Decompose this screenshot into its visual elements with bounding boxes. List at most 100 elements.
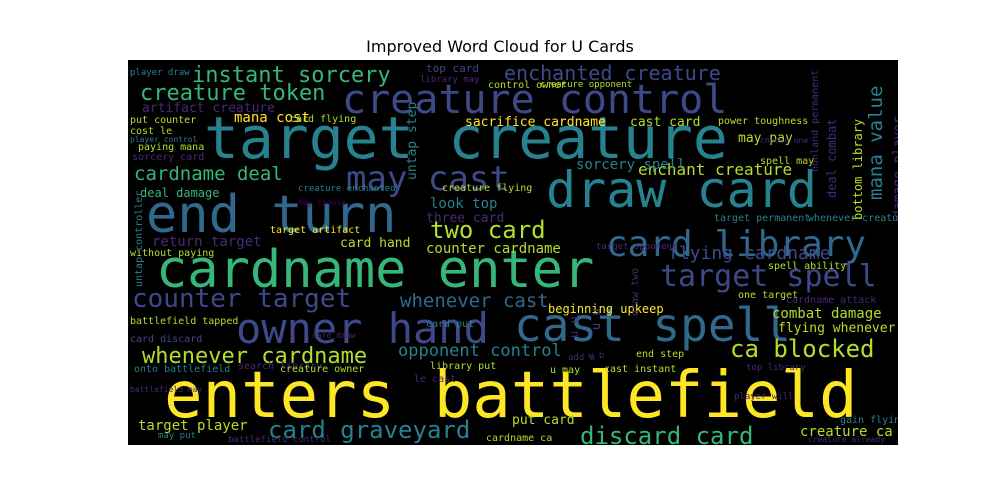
word-return-target: return target bbox=[152, 234, 262, 250]
word-enchanted-creature: enchanted creature bbox=[504, 61, 721, 85]
word-cast-card: cast card bbox=[630, 115, 700, 130]
word-creature-enchanted: creature enchanted bbox=[298, 184, 396, 194]
word-target-permanent: target permanent bbox=[714, 213, 810, 224]
word-sacrifice-cardname: sacrifice cardname bbox=[465, 115, 606, 130]
word-creature-opponent: creature opponent bbox=[540, 80, 632, 90]
word-cloud-canvas: enters battlefield cardname enter target c… bbox=[130, 61, 898, 445]
word-target-spell: target spell bbox=[660, 259, 877, 294]
word-target-creature: target creature bbox=[204, 104, 728, 172]
word-may-pay: may pay bbox=[738, 131, 793, 146]
word-spell-may: spell may bbox=[760, 156, 814, 167]
word-counter-target: counter target bbox=[132, 284, 351, 314]
word-draw-card: draw card bbox=[546, 161, 817, 219]
word-cardname-enter: cardname enter bbox=[156, 240, 594, 300]
word-target-player: target player bbox=[138, 418, 248, 434]
word-deal-damage: deal damage bbox=[140, 186, 219, 200]
chart-title: Improved Word Cloud for U Cards bbox=[366, 37, 634, 56]
word-player-draw: player draw bbox=[130, 68, 190, 78]
word-bottom-library: bottom library bbox=[851, 119, 865, 220]
word-without-paying: without paying bbox=[130, 248, 214, 259]
word-untap-controller: untap controller bbox=[134, 191, 145, 287]
word-paying-mana: paying mana bbox=[138, 142, 204, 153]
word-enchant-creature: enchant creature bbox=[638, 160, 792, 179]
word-choose-one: choose one bbox=[760, 136, 808, 145]
word-u-u: u u bbox=[567, 316, 581, 338]
word-put-counter: put counter bbox=[130, 115, 196, 126]
word-player-will: player will bbox=[734, 392, 794, 402]
word-creature-token: creature token bbox=[140, 81, 325, 106]
word-instant-sorcery: instant sorcery bbox=[192, 63, 391, 88]
word-damage-player: damage player bbox=[891, 116, 898, 218]
word-may-put: may put bbox=[158, 431, 196, 441]
word-card-library: card library bbox=[606, 224, 866, 265]
word-card-put: card put bbox=[426, 319, 474, 330]
word-two-card: two card bbox=[430, 216, 546, 244]
word-u-u: u u bbox=[589, 308, 603, 330]
word-cloud: enters battlefield cardname enter target c… bbox=[128, 60, 898, 445]
word-may-choose: may choose bbox=[298, 198, 346, 207]
word-creature-ca: creature ca bbox=[800, 424, 893, 440]
word-u-may: u may bbox=[550, 365, 580, 376]
word-discard-card: discard card bbox=[580, 422, 753, 445]
word-deal-combat: deal combat bbox=[825, 119, 839, 198]
word-cardname-deal: cardname deal bbox=[134, 163, 283, 185]
word-target-artifact: target artifact bbox=[270, 225, 360, 236]
word-untap-step: untap step bbox=[405, 102, 420, 180]
word-le-cast: le cast bbox=[414, 374, 456, 385]
word-control-owner: control owner bbox=[488, 80, 566, 91]
word-whenever-cardname: whenever cardname bbox=[142, 344, 367, 369]
word-creature-owner: creature owner bbox=[280, 364, 364, 375]
word-card-draw: card draw bbox=[312, 331, 356, 340]
word-mana-value: mana value bbox=[865, 86, 887, 200]
word-put-card: put card bbox=[512, 413, 575, 428]
word-u-b: u b bbox=[588, 351, 604, 361]
word-opponent-control: opponent control bbox=[398, 341, 562, 361]
word-creature-control: creature control bbox=[342, 77, 727, 123]
word-one-target: one target bbox=[738, 290, 798, 301]
word-end-step: end step bbox=[636, 349, 684, 360]
word-cost-le: cost le bbox=[130, 126, 172, 137]
word-three-card: three card bbox=[426, 211, 504, 226]
word-combat-damage: combat damage bbox=[772, 306, 882, 322]
word-counter-cardname: counter cardname bbox=[426, 241, 561, 257]
word-player-control: player control bbox=[130, 135, 198, 144]
word-top-card: top card bbox=[426, 62, 479, 75]
word-library-put: library put bbox=[430, 361, 496, 372]
word-gain-flying: gain flying bbox=[840, 415, 898, 426]
word-card-hand: card hand bbox=[340, 236, 410, 251]
word-card-discard: card discard bbox=[130, 334, 202, 345]
word-cardname-attack: cardname attack bbox=[786, 295, 876, 306]
word-look-top: look top bbox=[430, 196, 497, 212]
word-nonland-permanent: nonland permanent bbox=[810, 70, 821, 172]
word-mana-cost: mana cost bbox=[234, 110, 310, 126]
word-card-flying: card flying bbox=[290, 114, 356, 125]
word-cast-spell: cast spell bbox=[514, 298, 791, 352]
word-artifact-creature: artifact creature bbox=[142, 101, 275, 116]
word-cardname-ca: cardname ca bbox=[486, 433, 552, 444]
word-target-opponent: target opponent bbox=[596, 242, 677, 252]
word-battlefield-control: battlefield control bbox=[228, 435, 331, 445]
word-whenever-cast: whenever cast bbox=[400, 290, 549, 312]
word-enters-battlefield: enters battlefield bbox=[164, 359, 858, 433]
word-power-toughness: power toughness bbox=[718, 116, 808, 127]
word-card-graveyard: card graveyard bbox=[268, 416, 470, 444]
word-flying-cardname: flying cardname bbox=[668, 243, 831, 264]
word-whenever-creature: whenever creature bbox=[808, 213, 898, 224]
word-cast-instant: cast instant bbox=[604, 364, 676, 375]
word-library-may: library may bbox=[420, 75, 480, 85]
word-creature-flying: creature flying bbox=[442, 183, 532, 194]
word-owner-hand: owner hand bbox=[236, 304, 489, 353]
word-search-library: search library bbox=[238, 361, 322, 372]
word-battlefield-may: battlefield may bbox=[130, 385, 202, 394]
word-end-turn: end turn bbox=[146, 185, 396, 245]
word-ca-blocked: ca blocked bbox=[730, 335, 875, 363]
word-sorcery-spell: sorcery spell bbox=[576, 157, 686, 173]
word-beginning-upkeep: beginning upkeep bbox=[548, 302, 664, 316]
word-onto-battlefield: onto battlefield bbox=[134, 364, 230, 375]
word-draw-two: draw two bbox=[630, 268, 641, 316]
word-top-library: top library bbox=[746, 363, 806, 373]
word-spell-ability: spell ability bbox=[768, 261, 846, 272]
word-sorcery-card: sorcery card bbox=[132, 152, 204, 163]
word-add-u: add u bbox=[568, 353, 595, 363]
